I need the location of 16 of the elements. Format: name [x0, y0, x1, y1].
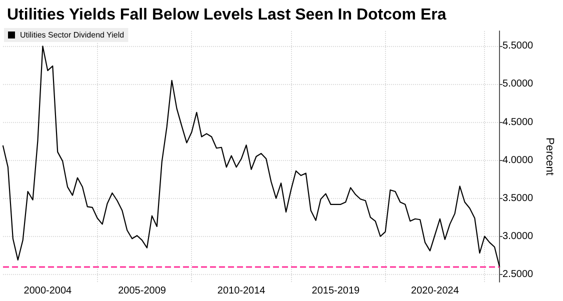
- y-tick-label: 4.5000: [502, 116, 534, 128]
- x-tick-label: 2005-2009: [118, 286, 166, 296]
- y-tick-label: 3.0000: [502, 230, 534, 242]
- x-tick-label: 2000-2004: [24, 286, 72, 296]
- x-tick-label: 2020-2024: [411, 286, 460, 296]
- x-tick-label: 2015-2019: [312, 286, 360, 296]
- y-tick-label: 5.0000: [502, 78, 534, 90]
- y-tick-label: 4.0000: [502, 154, 534, 166]
- y-tick-label: 5.5000: [502, 40, 534, 52]
- chart-title: Utilities Yields Fall Below Levels Last Seen In Dotcom Era: [7, 6, 446, 24]
- y-tick-label: 3.5000: [502, 192, 534, 204]
- y-axis-title: Percent: [544, 138, 556, 176]
- y-tick-label: 2.5000: [502, 268, 534, 280]
- line-series: [2, 46, 500, 268]
- x-tick-label: 2010-2014: [217, 286, 266, 296]
- legend-label: Utilities Sector Dividend Yield: [20, 30, 124, 40]
